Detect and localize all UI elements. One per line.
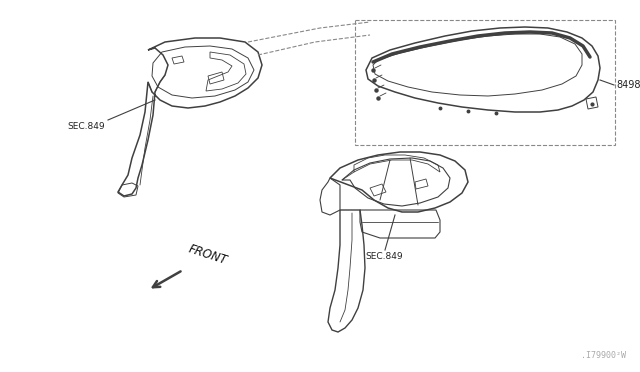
Text: SEC.849: SEC.849 — [67, 122, 105, 131]
Text: .I79900²W: .I79900²W — [581, 351, 626, 360]
Text: SEC.849: SEC.849 — [365, 252, 403, 261]
Text: 84986: 84986 — [616, 80, 640, 90]
Text: FRONT: FRONT — [187, 242, 229, 267]
